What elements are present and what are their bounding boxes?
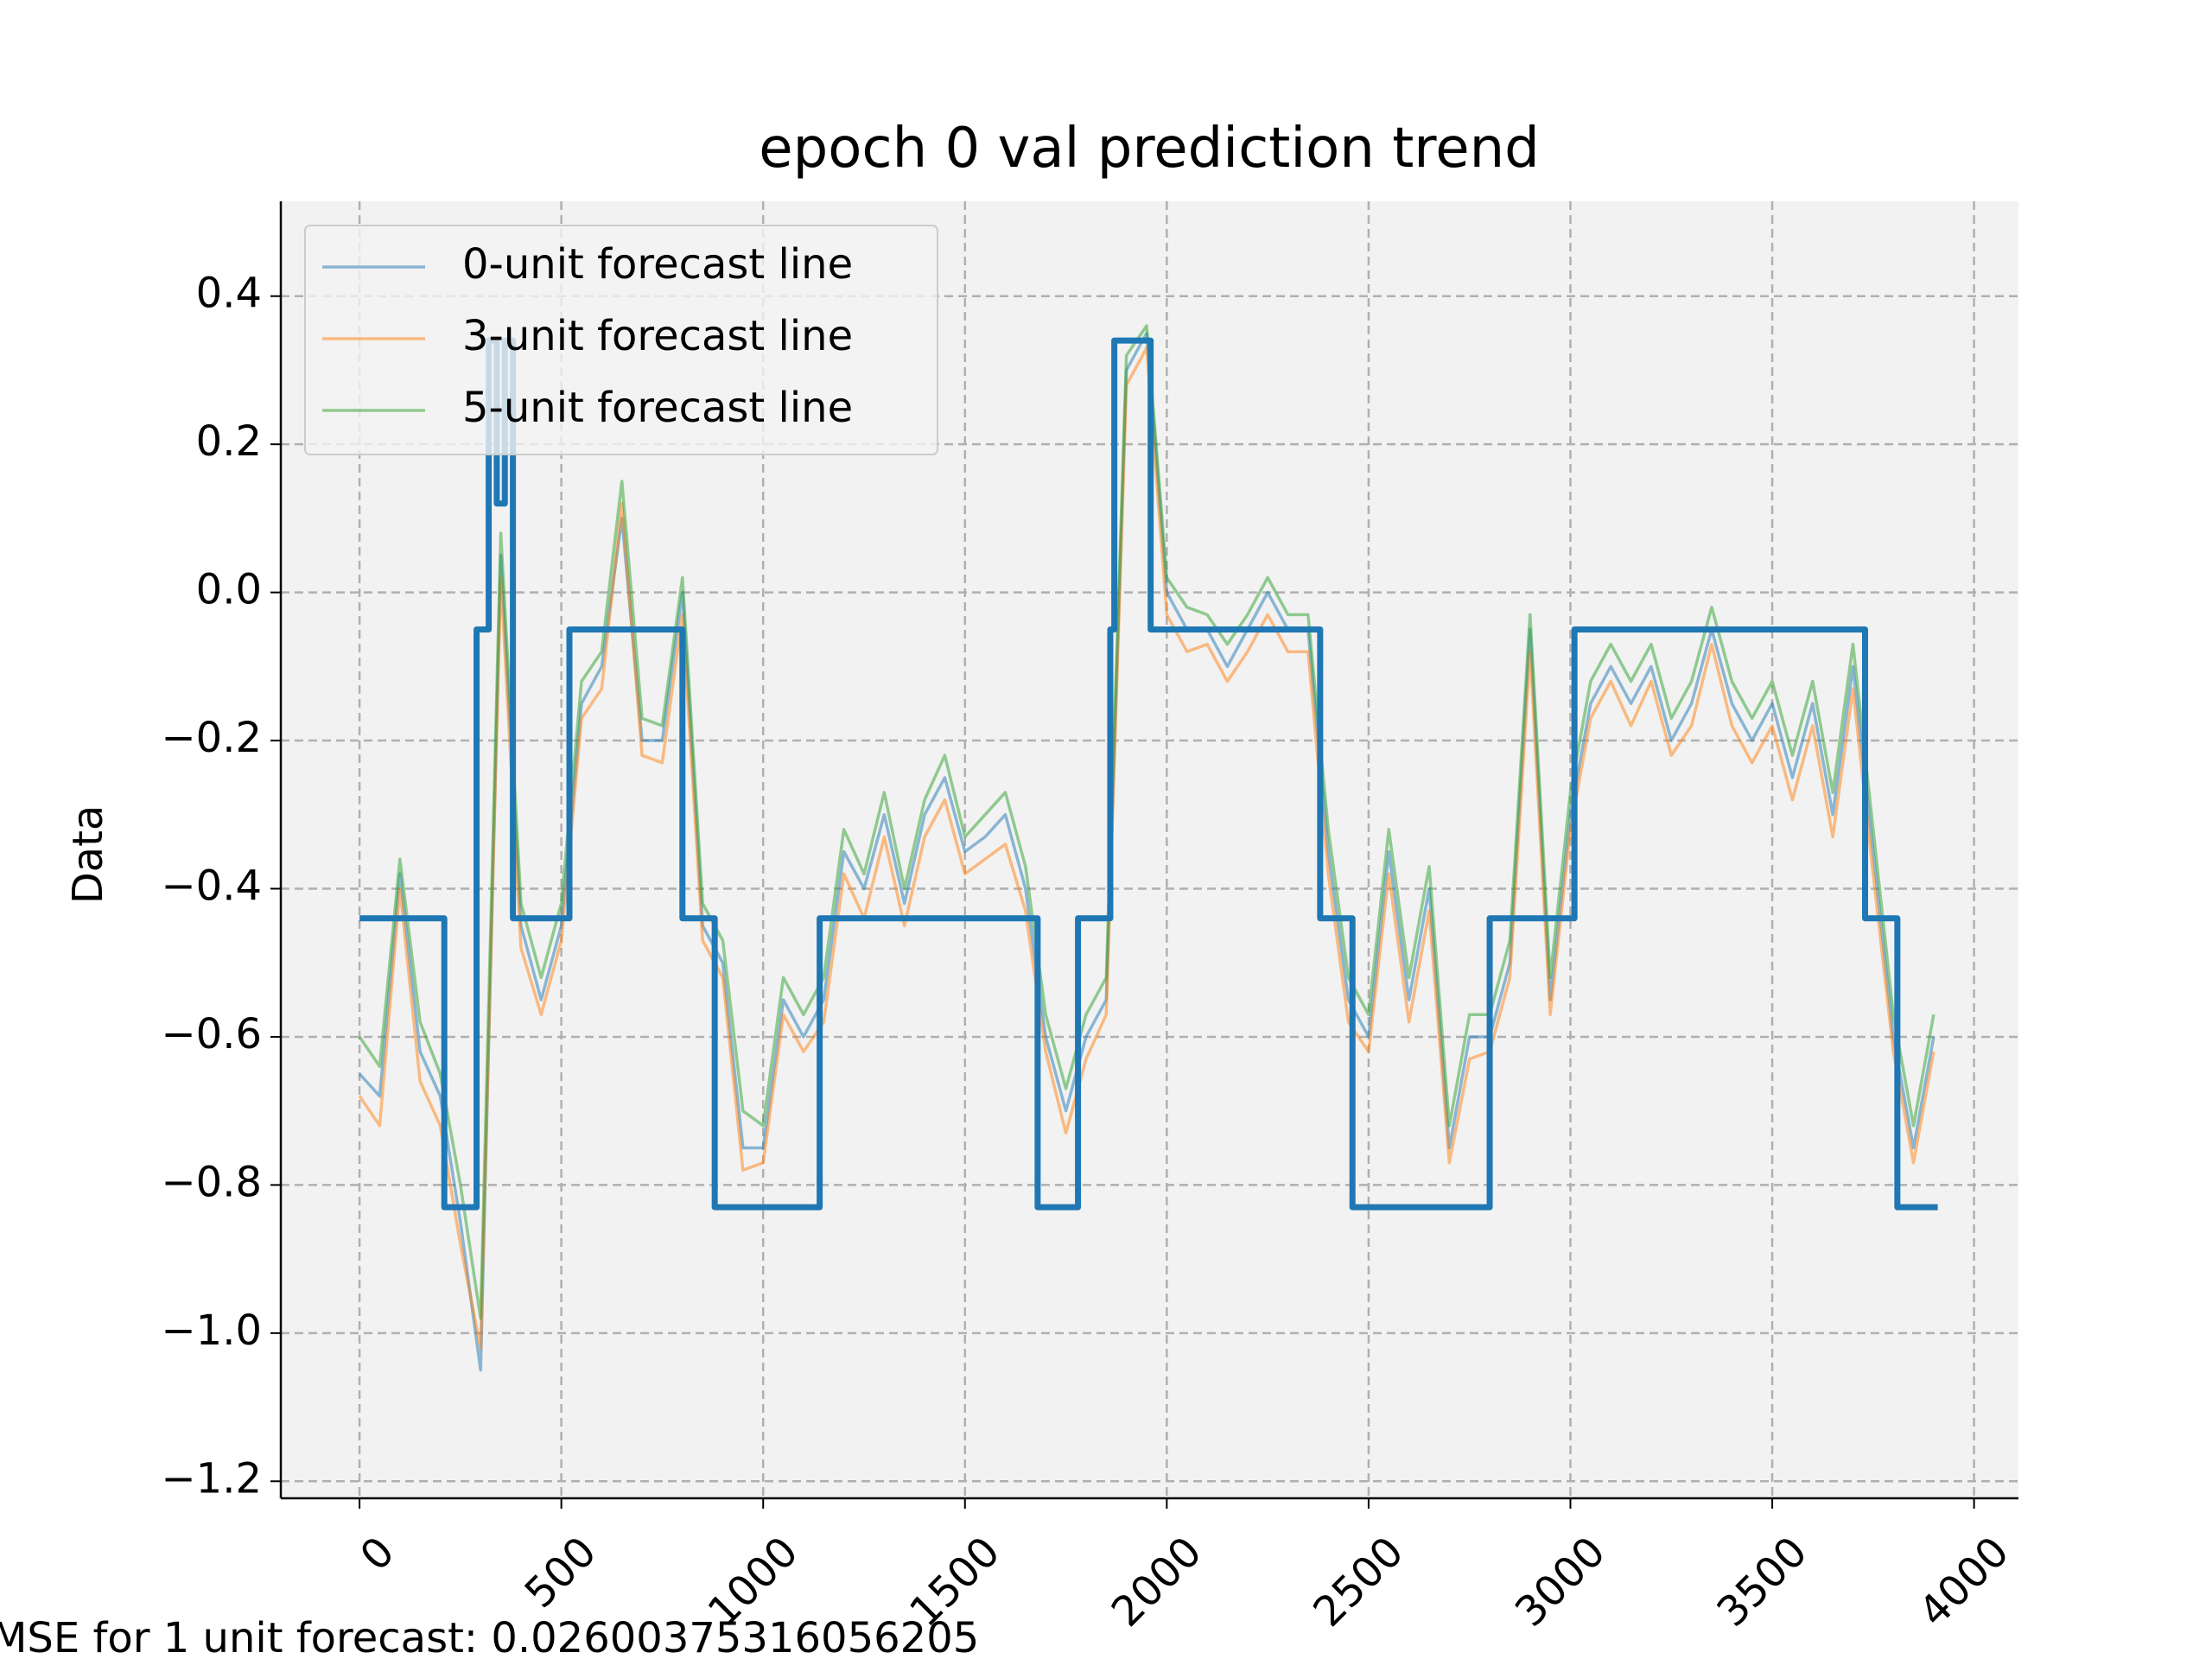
y-tick-label: −0.8 (161, 1158, 262, 1206)
y-tick-label: 0.0 (196, 566, 262, 614)
x-tick-label: 3500 (1707, 1528, 1816, 1637)
legend-label: 0-unit forecast line (462, 240, 853, 289)
legend-label: 5-unit forecast line (462, 384, 853, 432)
y-tick-label: 0.4 (196, 270, 262, 318)
y-axis-label: Data (64, 805, 112, 905)
x-tick-label: 4000 (1910, 1528, 2018, 1637)
x-tick-label: 3000 (1506, 1528, 1615, 1637)
legend-box (304, 225, 938, 455)
annotation: MSE for 1 unit forecast: 0.0260037531605… (0, 1614, 979, 1659)
chart-title: epoch 0 val prediction trend (759, 117, 1540, 181)
y-tick-label: −0.2 (161, 714, 262, 762)
x-tick-label: 0 (351, 1528, 404, 1580)
x-tick-label: 2500 (1304, 1528, 1413, 1637)
y-tick-label: −1.2 (161, 1454, 262, 1503)
y-tick-label: −0.4 (161, 862, 262, 911)
forecast-line (358, 346, 1936, 1350)
forecast-line (358, 324, 1936, 1320)
x-tick-label: 500 (516, 1528, 606, 1618)
y-tick-label: −1.0 (161, 1306, 262, 1355)
legend-label: 3-unit forecast line (462, 312, 853, 360)
y-tick-label: 0.2 (196, 417, 262, 466)
x-tick-label: 2000 (1103, 1528, 1211, 1637)
y-tick-label: −0.6 (161, 1010, 262, 1058)
